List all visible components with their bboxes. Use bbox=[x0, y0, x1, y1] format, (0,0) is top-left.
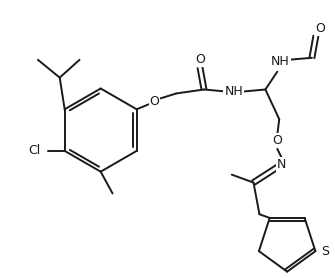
Text: O: O bbox=[149, 95, 159, 108]
Text: N: N bbox=[276, 158, 286, 171]
Text: O: O bbox=[315, 22, 325, 35]
Text: S: S bbox=[321, 245, 329, 258]
Text: O: O bbox=[195, 53, 205, 66]
Text: NH: NH bbox=[224, 85, 243, 98]
Text: Cl: Cl bbox=[29, 144, 41, 157]
Text: NH: NH bbox=[271, 55, 290, 68]
Text: O: O bbox=[272, 135, 282, 148]
